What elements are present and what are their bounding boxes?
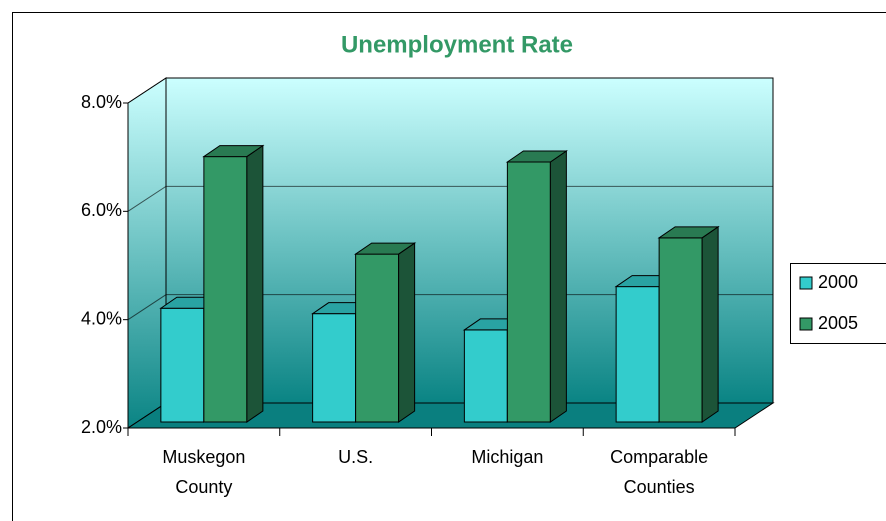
grid-line [127, 294, 773, 321]
chart-title: Unemployment Rate [341, 31, 573, 58]
plot-area: 2.0% 4.0% 6.0% 8.0% [81, 77, 775, 437]
bar-top [657, 226, 720, 239]
bar-side [549, 150, 567, 423]
bar-front [160, 307, 205, 423]
bar-front [203, 156, 248, 423]
bar-side [701, 225, 719, 423]
bar [505, 150, 568, 423]
bar-top [505, 150, 568, 163]
y-tick-label: 2.0% [81, 417, 122, 437]
bar-front [658, 237, 703, 423]
legend-label: 2000 [818, 272, 858, 292]
y-tick-label: 4.0% [81, 308, 122, 328]
bar-front [463, 329, 508, 423]
bar-side [246, 144, 264, 423]
bar [657, 225, 720, 423]
bar-front [615, 286, 660, 423]
bar [354, 242, 417, 423]
bar [202, 144, 265, 423]
bar-side [398, 242, 416, 423]
y-tick-label: 6.0% [81, 200, 122, 220]
x-tick-label: Muskegon County [162, 447, 246, 497]
x-tick-label: Comparable Counties [610, 447, 709, 497]
grid-line [127, 77, 773, 104]
legend-swatch [799, 276, 813, 290]
bar-top [202, 145, 265, 158]
bar-front [506, 161, 551, 423]
y-tick-label: 8.0% [81, 92, 122, 112]
bar-front [355, 253, 400, 423]
side-wall [127, 77, 167, 429]
x-tick-label: Michigan [471, 447, 544, 467]
x-tick-label: U.S. [338, 447, 374, 467]
bar-front [312, 313, 357, 423]
legend-label: 2005 [818, 313, 858, 333]
legend-swatch [799, 317, 813, 331]
grid-line [127, 185, 773, 212]
bar-top [354, 242, 417, 255]
